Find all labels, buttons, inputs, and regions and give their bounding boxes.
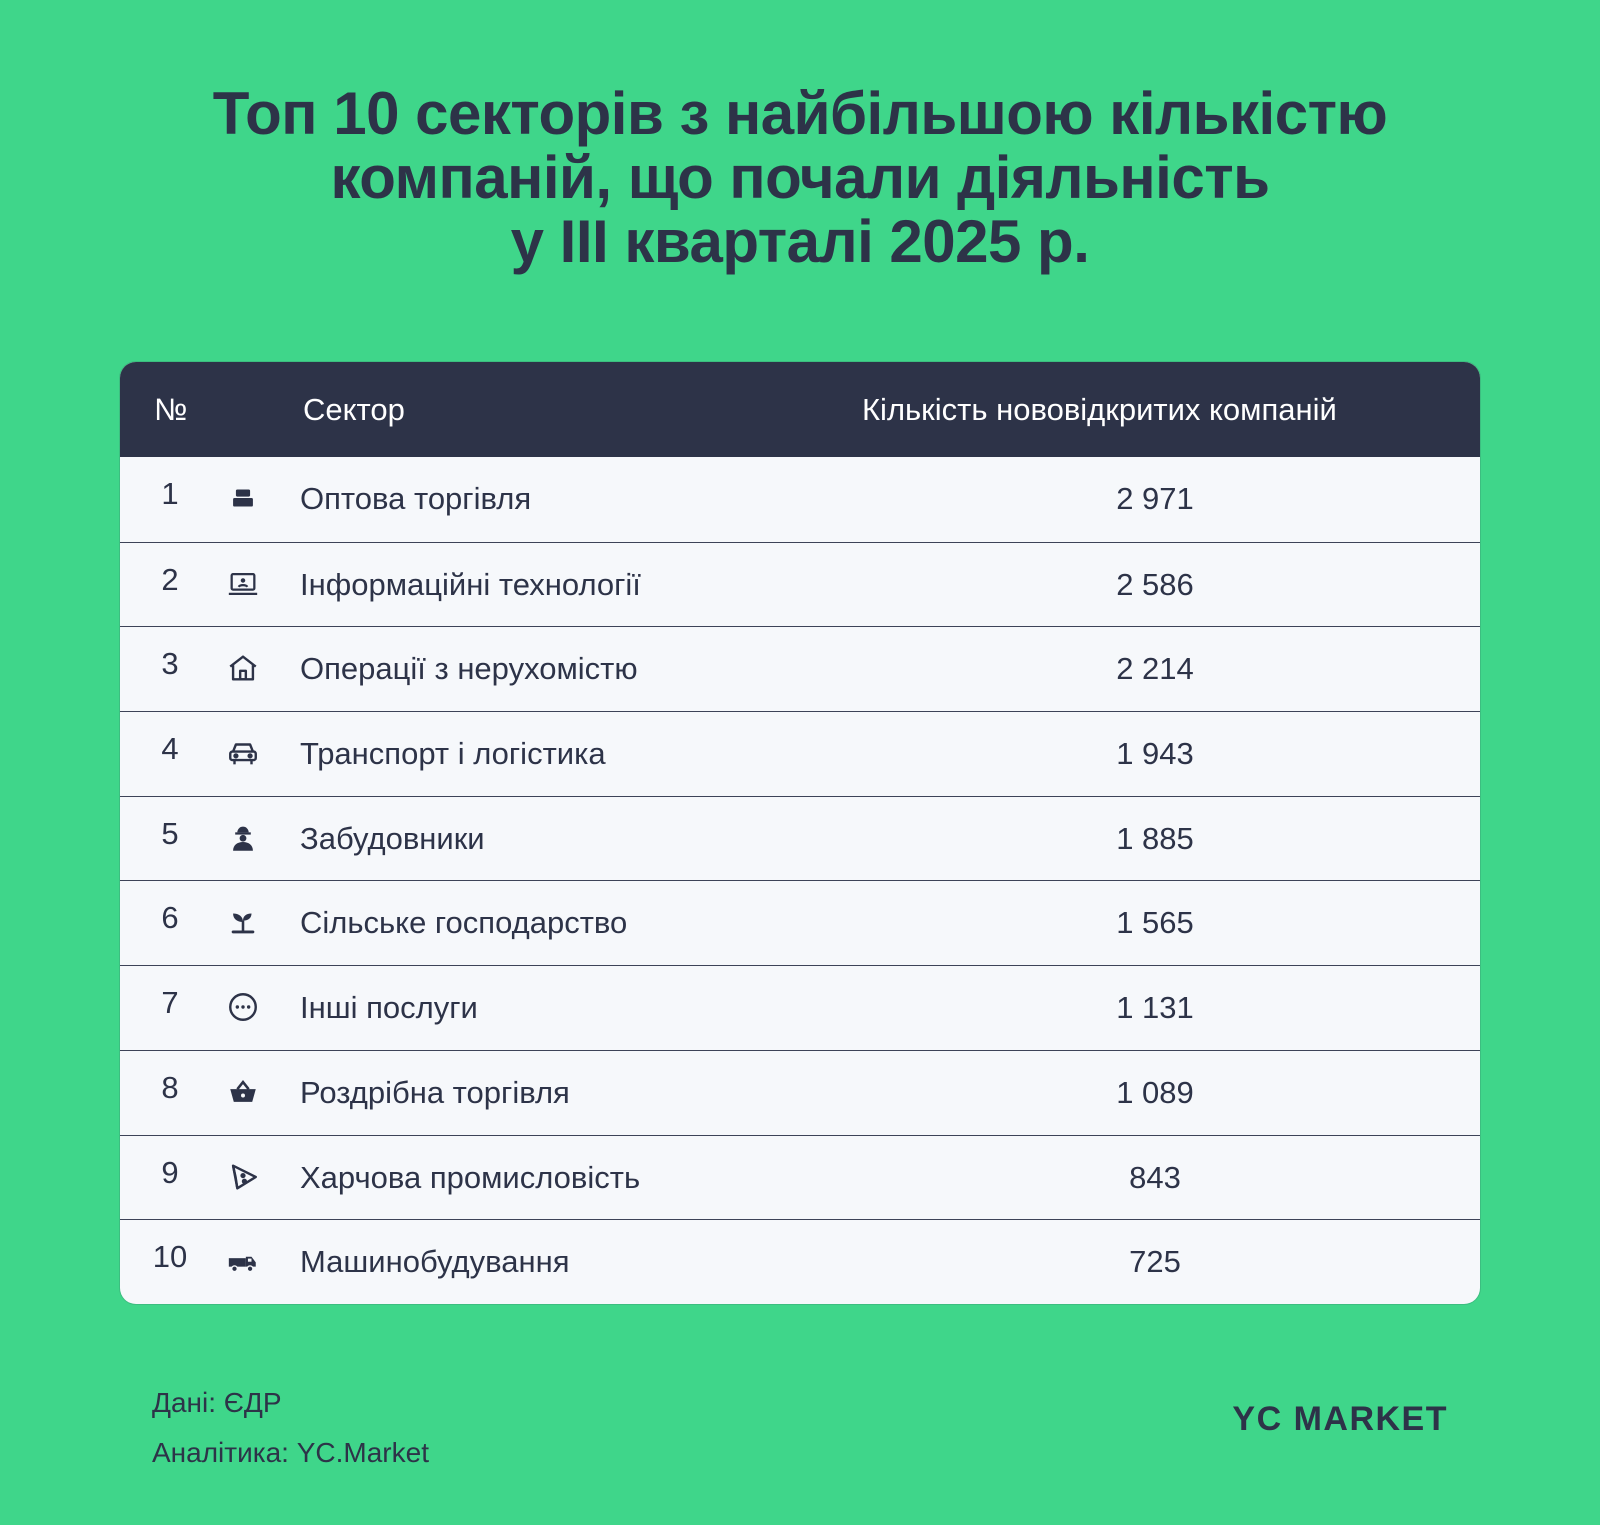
brand-logo: YC MARKET xyxy=(1232,1400,1448,1438)
company-count: 725 xyxy=(1129,1244,1181,1280)
sector-name: Інші послуги xyxy=(300,990,478,1026)
sprout-icon xyxy=(226,905,260,939)
company-count: 2 586 xyxy=(1116,566,1194,602)
row-number: 3 xyxy=(161,646,179,682)
table-row: 3 Операції з нерухомістю 2 214 xyxy=(120,626,1480,711)
title-line-2: компаній, що почали діяльність xyxy=(330,144,1270,211)
sector-name: Забудовники xyxy=(300,820,485,856)
company-count: 1 885 xyxy=(1116,820,1194,856)
laptop-icon xyxy=(226,567,260,601)
cash-register-icon xyxy=(226,481,260,515)
sector-name: Роздрібна торгівля xyxy=(300,1074,570,1110)
table-row: 4 Транспорт і логістика 1 943 xyxy=(120,711,1480,796)
row-number: 7 xyxy=(161,985,179,1021)
company-count: 2 971 xyxy=(1116,481,1194,516)
table-row: 5 Забудовники 1 885 xyxy=(120,795,1480,881)
row-number: 8 xyxy=(161,1069,179,1105)
company-count: 1 089 xyxy=(1116,1074,1194,1110)
sector-name: Оптова торгівля xyxy=(300,481,532,516)
row-number: 10 xyxy=(152,1239,188,1275)
sector-name: Машинобудування xyxy=(300,1244,570,1280)
source-block: Дані: ЄДР Аналітика: YC.Market xyxy=(152,1378,429,1478)
row-number: 9 xyxy=(161,1154,179,1190)
analytics-text: Аналітика: YC.Market xyxy=(152,1437,429,1468)
table-row: 6 Сільське господарство 1 565 xyxy=(120,880,1480,965)
title-line-1: Топ 10 секторів з найбільшою кількістю xyxy=(212,80,1388,147)
table-row: 8 Роздрібна торгівля 1 089 xyxy=(120,1049,1480,1135)
pizza-slice-icon xyxy=(226,1160,260,1194)
table-row: 7 Інші послуги 1 131 xyxy=(120,965,1480,1050)
table-row: 10 Машинобудування 725 xyxy=(120,1219,1480,1304)
sectors-table: № Сектор Кількість нововідкритих компані… xyxy=(120,362,1480,1304)
row-number: 1 xyxy=(161,476,179,511)
table-row: 1 Оптова торгівля 2 971 xyxy=(120,457,1480,542)
header-num: № xyxy=(154,392,188,427)
sector-name: Операції з нерухомістю xyxy=(300,651,638,687)
row-number: 2 xyxy=(161,561,179,597)
company-count: 2 214 xyxy=(1116,651,1194,687)
company-count: 843 xyxy=(1129,1159,1181,1195)
page-title: Топ 10 секторів з найбільшою кількістю к… xyxy=(100,82,1500,274)
header-count: Кількість нововідкритих компаній xyxy=(862,392,1337,427)
table-row: 9 Харчова промисловість 843 xyxy=(120,1134,1480,1220)
row-number: 5 xyxy=(161,815,179,851)
company-count: 1 131 xyxy=(1116,990,1194,1026)
table-body: 1 Оптова торгівля 2 971 2 Інформаційні техно… xyxy=(120,457,1480,1304)
sector-name: Сільське господарство xyxy=(300,905,628,941)
table-header: № Сектор Кількість нововідкритих компані… xyxy=(120,362,1480,457)
ellipsis-circle-icon xyxy=(226,990,260,1024)
row-number: 6 xyxy=(161,900,179,936)
title-line-3: у III кварталі 2025 р. xyxy=(510,208,1090,275)
company-count: 1 943 xyxy=(1116,736,1194,772)
header-sector: Сектор xyxy=(303,392,405,427)
house-icon xyxy=(226,651,260,685)
basket-icon xyxy=(226,1075,260,1109)
source-text: Дані: ЄДР xyxy=(152,1387,282,1418)
row-number: 4 xyxy=(161,731,179,767)
sector-name: Інформаційні технології xyxy=(300,566,641,602)
truck-icon xyxy=(226,1244,260,1278)
sector-name: Харчова промисловість xyxy=(300,1159,641,1195)
car-icon xyxy=(226,736,260,770)
company-count: 1 565 xyxy=(1116,905,1194,941)
sector-name: Транспорт і логістика xyxy=(300,736,606,772)
table-row: 2 Інформаційні технології 2 586 xyxy=(120,541,1480,627)
builder-icon xyxy=(226,821,260,855)
